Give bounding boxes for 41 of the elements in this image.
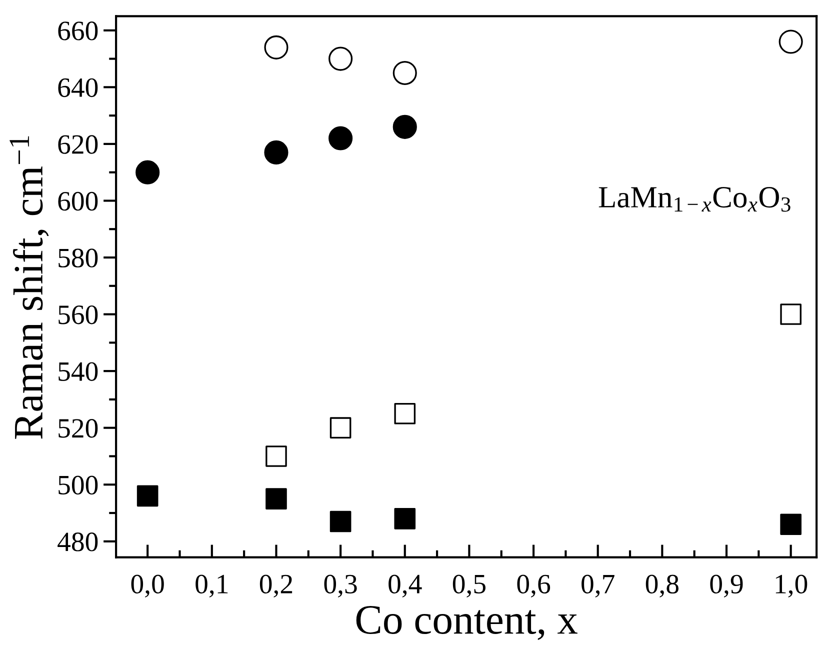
point bbox=[780, 514, 802, 536]
point bbox=[136, 160, 160, 184]
point bbox=[264, 140, 288, 164]
y-tick-label: 620 bbox=[58, 135, 98, 154]
y-tick-label: 600 bbox=[58, 192, 98, 211]
point bbox=[266, 488, 287, 510]
x-tick-label: 0,9 bbox=[710, 574, 743, 598]
y-tick-label: 500 bbox=[58, 476, 98, 495]
x-axis-title: Co content, x bbox=[356, 606, 578, 640]
point bbox=[394, 508, 416, 530]
x-tick-label: 0,8 bbox=[646, 574, 678, 598]
y-axis-title: Raman shift, cm$^{−1}$ bbox=[10, 136, 49, 439]
point bbox=[392, 60, 417, 86]
x-tick-label: 0,7 bbox=[582, 574, 614, 598]
y-tick-label: 640 bbox=[58, 78, 98, 98]
x-tick-label: 0,6 bbox=[517, 574, 550, 598]
point bbox=[778, 30, 803, 54]
x-tick-label: 1,0 bbox=[776, 574, 808, 598]
y-tick-label: 580 bbox=[58, 248, 98, 268]
point bbox=[330, 510, 352, 532]
y-tick-label: 660 bbox=[58, 22, 98, 40]
point bbox=[264, 35, 288, 60]
x-tick-label: 0,5 bbox=[452, 574, 486, 598]
point bbox=[328, 46, 353, 71]
annotation: LaMn$_{1−x}$Co$_{x}$O$_{3}$ bbox=[598, 187, 790, 212]
x-tick-label: 0,4 bbox=[388, 574, 422, 598]
point bbox=[136, 485, 158, 507]
y-tick-label: 520 bbox=[58, 418, 98, 438]
y-tick-label: 560 bbox=[58, 305, 98, 324]
point bbox=[394, 402, 416, 424]
y-tick-label: 480 bbox=[58, 532, 98, 552]
point bbox=[330, 417, 352, 438]
point bbox=[780, 304, 802, 325]
x-tick-label: 0,2 bbox=[260, 574, 292, 598]
point bbox=[392, 114, 417, 139]
x-tick-label: 0,0 bbox=[131, 574, 164, 598]
x-tick-label: 0,3 bbox=[324, 574, 357, 598]
x-tick-label: 0,1 bbox=[196, 574, 228, 598]
y-tick-label: 540 bbox=[58, 362, 98, 381]
point bbox=[328, 126, 353, 150]
point bbox=[266, 446, 287, 467]
